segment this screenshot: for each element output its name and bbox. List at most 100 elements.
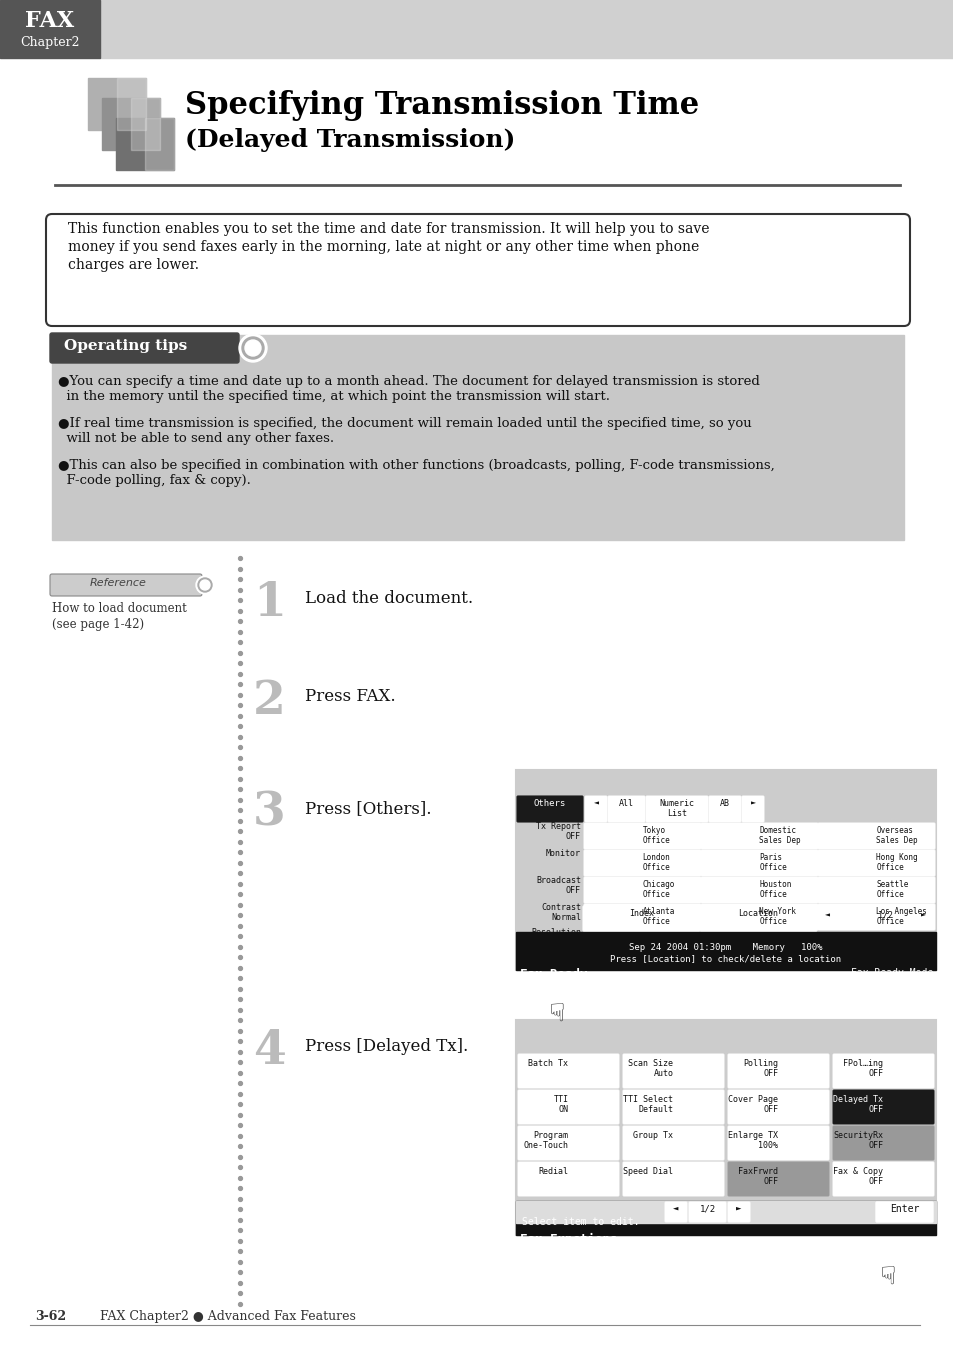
FancyBboxPatch shape bbox=[517, 1126, 618, 1160]
Text: Numeric
List: Numeric List bbox=[659, 799, 694, 818]
Text: Tx Report
OFF: Tx Report OFF bbox=[536, 822, 580, 841]
FancyBboxPatch shape bbox=[583, 850, 700, 876]
Bar bbox=[516, 1202, 935, 1223]
FancyBboxPatch shape bbox=[583, 878, 700, 903]
Text: in the memory until the specified time, at which point the transmission will sta: in the memory until the specified time, … bbox=[58, 390, 609, 404]
FancyBboxPatch shape bbox=[622, 1126, 723, 1160]
FancyBboxPatch shape bbox=[838, 909, 931, 929]
FancyBboxPatch shape bbox=[700, 906, 816, 931]
Bar bbox=[131, 99, 160, 150]
FancyBboxPatch shape bbox=[517, 1054, 618, 1088]
Text: FPol…ing
OFF: FPol…ing OFF bbox=[842, 1058, 882, 1079]
Text: ●If real time transmission is specified, the document will remain loaded until t: ●If real time transmission is specified,… bbox=[58, 417, 751, 431]
Text: Fax & Copy
OFF: Fax & Copy OFF bbox=[833, 1166, 882, 1187]
Text: Overseas
Sales Dep: Overseas Sales Dep bbox=[876, 826, 917, 845]
Bar bbox=[117, 78, 146, 130]
FancyBboxPatch shape bbox=[50, 574, 202, 595]
Text: TTI Select
Default: TTI Select Default bbox=[623, 1095, 673, 1114]
Text: Houston
Office: Houston Office bbox=[759, 880, 791, 899]
Text: 4: 4 bbox=[253, 1027, 286, 1075]
FancyBboxPatch shape bbox=[688, 1202, 725, 1222]
FancyBboxPatch shape bbox=[517, 796, 582, 822]
FancyBboxPatch shape bbox=[700, 904, 817, 930]
Text: Seattle
Office: Seattle Office bbox=[876, 880, 908, 899]
Text: FaxFrwrd
OFF: FaxFrwrd OFF bbox=[738, 1166, 778, 1187]
Text: Fax Ready: Fax Ready bbox=[519, 968, 587, 981]
Text: Atlanta
Office: Atlanta Office bbox=[641, 907, 674, 926]
Text: ◄: ◄ bbox=[823, 911, 828, 919]
Text: Monitor: Monitor bbox=[545, 849, 580, 859]
FancyBboxPatch shape bbox=[700, 878, 817, 903]
Text: Press [Location] to check/delete a location: Press [Location] to check/delete a locat… bbox=[610, 954, 841, 963]
Text: Enlarge TX
100%: Enlarge TX 100% bbox=[728, 1131, 778, 1150]
Bar bbox=[0, 0, 100, 58]
Text: Scan Size
Auto: Scan Size Auto bbox=[628, 1058, 673, 1079]
Text: Fax Ready Mode: Fax Ready Mode bbox=[850, 968, 932, 977]
Text: Domestic
Sales Dep: Domestic Sales Dep bbox=[759, 826, 801, 845]
Text: 3: 3 bbox=[253, 790, 286, 836]
FancyBboxPatch shape bbox=[583, 824, 700, 849]
Text: Location: Location bbox=[738, 909, 778, 918]
FancyBboxPatch shape bbox=[817, 824, 934, 849]
Text: Select item to edit.: Select item to edit. bbox=[521, 1216, 639, 1227]
Text: Fax Functions: Fax Functions bbox=[519, 1233, 617, 1246]
Text: Others: Others bbox=[534, 799, 565, 809]
Text: ●This can also be specified in combination with other functions (broadcasts, pol: ●This can also be specified in combinati… bbox=[58, 459, 774, 472]
FancyBboxPatch shape bbox=[700, 824, 817, 849]
Text: AB: AB bbox=[720, 799, 729, 809]
FancyBboxPatch shape bbox=[832, 1126, 933, 1160]
FancyBboxPatch shape bbox=[664, 1202, 686, 1222]
FancyBboxPatch shape bbox=[622, 1162, 723, 1196]
Text: New York
Office: New York Office bbox=[759, 907, 796, 926]
Circle shape bbox=[198, 578, 212, 593]
Text: Press [Delayed Tx].: Press [Delayed Tx]. bbox=[305, 1038, 468, 1054]
Text: Broadcast
OFF: Broadcast OFF bbox=[536, 876, 580, 895]
Text: This function enables you to set the time and date for transmission. It will hel: This function enables you to set the tim… bbox=[68, 221, 709, 236]
Text: Sep 24 2004 01:30pm    Memory   100%: Sep 24 2004 01:30pm Memory 100% bbox=[629, 944, 821, 952]
Text: Speed Dial: Speed Dial bbox=[623, 1166, 673, 1176]
Text: money if you send faxes early in the morning, late at night or any other time wh: money if you send faxes early in the mor… bbox=[68, 240, 699, 254]
Text: ☞: ☞ bbox=[870, 1265, 894, 1288]
Text: 2: 2 bbox=[253, 678, 286, 724]
FancyBboxPatch shape bbox=[708, 796, 740, 822]
Bar bbox=[102, 99, 160, 150]
Text: ►: ► bbox=[736, 1204, 740, 1214]
FancyBboxPatch shape bbox=[875, 1202, 932, 1222]
Text: 3-62: 3-62 bbox=[35, 1310, 66, 1323]
Text: Redial: Redial bbox=[537, 1166, 568, 1176]
FancyBboxPatch shape bbox=[517, 1089, 618, 1125]
Text: charges are lower.: charges are lower. bbox=[68, 258, 199, 271]
Text: F-code polling, fax & copy).: F-code polling, fax & copy). bbox=[58, 474, 251, 487]
Circle shape bbox=[245, 340, 261, 356]
Text: Group Tx: Group Tx bbox=[633, 1131, 673, 1139]
Text: FAX: FAX bbox=[26, 9, 74, 32]
Text: Program
One-Touch: Program One-Touch bbox=[523, 1131, 568, 1150]
Text: FAX Chapter2 ● Advanced Fax Features: FAX Chapter2 ● Advanced Fax Features bbox=[100, 1310, 355, 1323]
Text: ◄: ◄ bbox=[593, 799, 598, 809]
Text: Reference: Reference bbox=[90, 578, 146, 589]
Text: will not be able to send any other faxes.: will not be able to send any other faxes… bbox=[58, 432, 334, 446]
Text: (Delayed Transmission): (Delayed Transmission) bbox=[185, 128, 515, 153]
Text: Operating tips: Operating tips bbox=[64, 339, 187, 352]
FancyBboxPatch shape bbox=[816, 909, 836, 929]
FancyBboxPatch shape bbox=[817, 850, 934, 876]
Text: ►: ► bbox=[920, 911, 924, 919]
FancyBboxPatch shape bbox=[727, 1089, 828, 1125]
Text: Polling
OFF: Polling OFF bbox=[742, 1058, 778, 1079]
FancyBboxPatch shape bbox=[727, 1162, 828, 1196]
FancyBboxPatch shape bbox=[832, 1089, 933, 1125]
Text: Chapter2: Chapter2 bbox=[20, 36, 80, 49]
FancyBboxPatch shape bbox=[741, 796, 763, 822]
FancyBboxPatch shape bbox=[50, 333, 239, 363]
Text: ◄: ◄ bbox=[673, 1204, 678, 1214]
FancyBboxPatch shape bbox=[912, 909, 932, 929]
Text: Press FAX.: Press FAX. bbox=[305, 688, 395, 705]
FancyBboxPatch shape bbox=[727, 1202, 749, 1222]
Bar bbox=[516, 931, 935, 971]
Bar bbox=[145, 117, 173, 170]
Text: Enter: Enter bbox=[889, 1204, 919, 1214]
Text: SecurityRx
OFF: SecurityRx OFF bbox=[833, 1131, 882, 1150]
FancyBboxPatch shape bbox=[607, 796, 644, 822]
Text: Hong Kong
Office: Hong Kong Office bbox=[876, 853, 917, 872]
FancyBboxPatch shape bbox=[622, 1054, 723, 1088]
